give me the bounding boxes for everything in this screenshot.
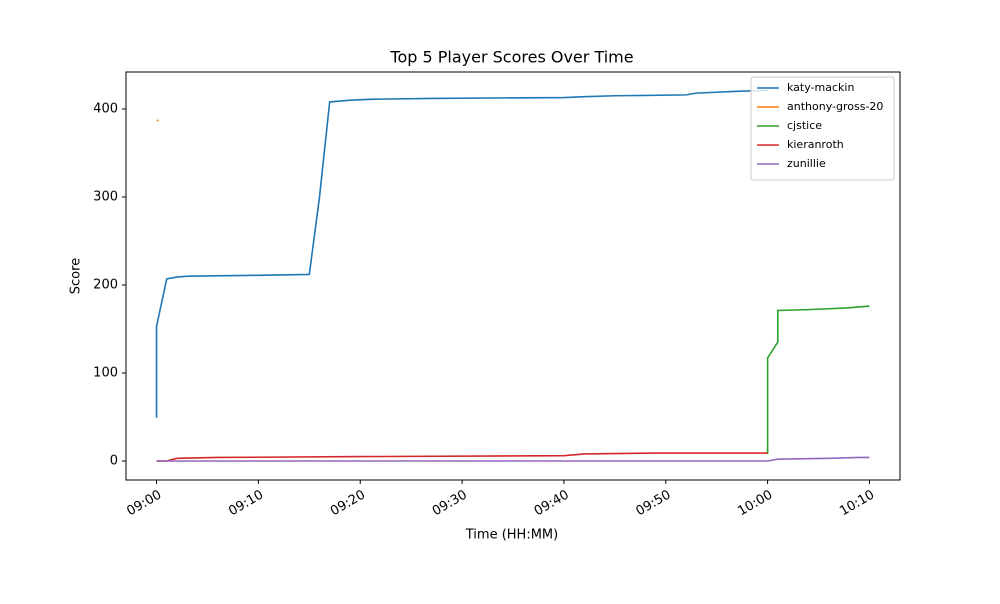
legend-label: kieranroth [787,138,844,151]
legend-label: zunillie [787,157,826,170]
x-tick-label: 09:00 [124,488,164,520]
legend-label: katy-mackin [787,81,854,94]
y-tick-label: 200 [93,277,118,292]
legend-box [750,76,895,181]
chart-title: Top 5 Player Scores Over Time [389,48,633,67]
x-tick-label: 09:20 [328,488,368,520]
y-tick-label: 100 [93,365,118,380]
legend: katy-mackin anthony-gross-20 cjstice kieran… [750,76,895,181]
x-tick-label: 10:10 [837,488,877,520]
x-tick-label: 09:10 [226,488,266,520]
x-axis-label: Time (HH:MM) [465,528,558,543]
series-line [766,305,870,454]
series-line [156,456,870,462]
series-line [155,89,768,418]
legend-label: cjstice [787,119,822,132]
y-tick-label: 0 [110,453,118,468]
y-tick-label: 300 [93,189,118,204]
x-tick-label: 09:30 [430,488,470,520]
y-axis-label: Score [69,258,84,294]
y-tick-label: 400 [93,101,118,116]
x-tick-label: 09:40 [532,488,572,520]
legend-label: anthony-gross-20 [787,100,883,113]
x-tick-label: 09:50 [634,488,674,520]
plot-frame [125,71,901,481]
x-tick-label: 10:00 [735,488,775,520]
series-line [156,452,768,462]
